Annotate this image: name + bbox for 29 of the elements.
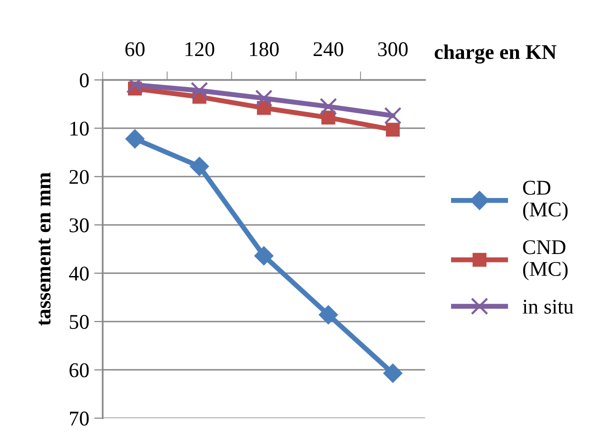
point <box>318 305 338 324</box>
point <box>255 90 273 107</box>
x-tick-label: 180 <box>250 42 279 56</box>
y-tick-label: 10 <box>70 122 89 136</box>
y-tick-label: 20 <box>70 170 89 184</box>
point <box>190 82 208 100</box>
y-tick-label: 60 <box>70 363 89 378</box>
y-tick-label: 40 <box>69 266 89 281</box>
x-tick-label: 60 <box>125 42 145 56</box>
y-axis-title: tassement en mm <box>38 172 51 326</box>
x-axis-title: charge en KN <box>434 44 556 64</box>
x-tick-label: 240 <box>314 42 344 56</box>
point <box>254 246 274 266</box>
point <box>125 129 144 148</box>
legend-label: CD (MC) <box>523 180 568 221</box>
legend-label: in situ <box>522 300 574 314</box>
point <box>320 98 338 116</box>
x-tick-label: 300 <box>378 42 408 56</box>
point <box>386 122 400 137</box>
point <box>190 156 209 176</box>
point <box>321 110 336 125</box>
point <box>383 364 402 383</box>
point <box>384 106 402 124</box>
y-tick-label: 30 <box>70 218 89 232</box>
y-tick-label: 70 <box>70 412 89 426</box>
legend-label: CND (MC) <box>523 240 568 280</box>
y-tick-label: 50 <box>70 314 89 329</box>
y-tick-label: 0 <box>80 73 89 88</box>
x-tick-label: 120 <box>186 42 214 56</box>
